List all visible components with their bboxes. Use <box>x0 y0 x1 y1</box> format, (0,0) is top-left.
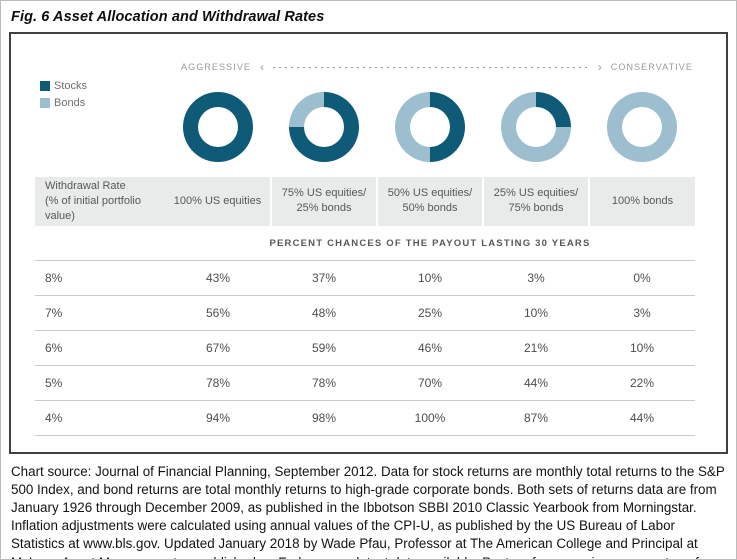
payout-chance-cell: 98% <box>271 399 377 436</box>
stocks-swatch-icon <box>40 81 50 91</box>
aggressive-label: AGGRESSIVE <box>181 62 252 72</box>
column-header: 75% US equities/ 25% bonds <box>270 177 377 226</box>
arrow-right-icon: › <box>597 59 602 74</box>
payout-chance-cell: 10% <box>377 259 483 296</box>
payout-chance-cell: 21% <box>483 329 589 366</box>
payout-chance-cell: 44% <box>589 399 695 436</box>
table-header-row: Withdrawal Rate (% of initial portfolio … <box>35 177 695 226</box>
allocation-donut-50pct-stocks <box>395 92 465 162</box>
payout-chance-cell: 0% <box>589 259 695 296</box>
donut-row <box>35 92 695 162</box>
table-row: 5% 78% 78% 70% 44% 22% <box>35 364 695 401</box>
table-row: 8% 43% 37% 10% 3% 0% <box>35 259 695 296</box>
payout-chance-cell: 78% <box>165 364 271 401</box>
payout-chance-cell: 100% <box>377 399 483 436</box>
legend-label-stocks: Stocks <box>54 80 88 92</box>
table-row: 7% 56% 48% 25% 10% 3% <box>35 294 695 331</box>
column-header: Withdrawal Rate (% of initial portfolio … <box>35 177 165 226</box>
donut-hole <box>198 107 238 147</box>
column-header: 100% bonds <box>588 177 695 226</box>
donut-cell <box>271 92 377 162</box>
payout-chance-cell: 56% <box>165 294 271 331</box>
table-subtitle: PERCENT CHANCES OF THE PAYOUT LASTING 30… <box>269 237 591 249</box>
donut-cell <box>589 92 695 162</box>
column-header: 50% US equities/ 50% bonds <box>376 177 483 226</box>
table-row: 4% 94% 98% 100% 87% 44% <box>35 399 695 436</box>
donut-cell <box>483 92 589 162</box>
arrow-left-icon: ‹ <box>260 59 265 74</box>
legend-item-stocks: Stocks <box>40 80 87 92</box>
withdrawal-rate-cell: 5% <box>35 364 165 401</box>
payout-chance-cell: 22% <box>589 364 695 401</box>
payout-chance-cell: 43% <box>165 259 271 296</box>
table-subtitle-row: PERCENT CHANCES OF THE PAYOUT LASTING 30… <box>35 226 695 261</box>
payout-chance-cell: 3% <box>483 259 589 296</box>
conservative-label: CONSERVATIVE <box>610 62 693 72</box>
column-header: 100% US equities <box>165 177 271 226</box>
allocation-donut-0pct-stocks <box>607 92 677 162</box>
payout-chance-cell: 10% <box>589 329 695 366</box>
donut-hole <box>516 107 556 147</box>
donut-hole <box>622 107 662 147</box>
allocation-donut-25pct-stocks <box>501 92 571 162</box>
chart-header: Stocks Bonds AGGRESSIVE ‹ › CONSERVATIVE <box>35 46 695 177</box>
payout-chance-cell: 46% <box>377 329 483 366</box>
payout-chance-cell: 48% <box>271 294 377 331</box>
payout-chance-cell: 78% <box>271 364 377 401</box>
payout-chance-cell: 44% <box>483 364 589 401</box>
donut-cell <box>377 92 483 162</box>
donut-hole <box>304 107 344 147</box>
subtitle-spacer-cell <box>35 226 165 261</box>
withdrawal-rate-cell: 7% <box>35 294 165 331</box>
column-header: 25% US equities/ 75% bonds <box>482 177 589 226</box>
payout-chance-cell: 94% <box>165 399 271 436</box>
legend-item-bonds: Bonds <box>40 97 87 109</box>
donut-row-spacer <box>35 92 165 162</box>
bonds-swatch-icon <box>40 98 50 108</box>
payout-chance-cell: 87% <box>483 399 589 436</box>
payout-chance-cell: 10% <box>483 294 589 331</box>
payout-chance-cell: 3% <box>589 294 695 331</box>
donut-cell <box>165 92 271 162</box>
payout-chance-cell: 37% <box>271 259 377 296</box>
donut-hole <box>410 107 450 147</box>
table-row: 6% 67% 59% 46% 21% 10% <box>35 329 695 366</box>
withdrawal-rate-cell: 4% <box>35 399 165 436</box>
payout-chance-cell: 70% <box>377 364 483 401</box>
withdrawal-rate-cell: 6% <box>35 329 165 366</box>
figure-title: Fig. 6 Asset Allocation and Withdrawal R… <box>11 9 325 25</box>
risk-scale: AGGRESSIVE ‹ › CONSERVATIVE <box>181 59 693 74</box>
chart-source-text: Chart source: Journal of Financial Plann… <box>11 463 725 559</box>
figure-box: Stocks Bonds AGGRESSIVE ‹ › CONSERVATIVE… <box>9 32 728 454</box>
dashed-line <box>273 66 589 68</box>
withdrawal-rate-cell: 8% <box>35 259 165 296</box>
legend-label-bonds: Bonds <box>54 97 86 109</box>
payout-chance-cell: 25% <box>377 294 483 331</box>
allocation-donut-75pct-stocks <box>289 92 359 162</box>
allocation-table: Withdrawal Rate (% of initial portfolio … <box>35 177 695 436</box>
payout-chance-cell: 59% <box>271 329 377 366</box>
allocation-donut-100pct-stocks <box>183 92 253 162</box>
payout-chance-cell: 67% <box>165 329 271 366</box>
legend: Stocks Bonds <box>40 80 87 114</box>
